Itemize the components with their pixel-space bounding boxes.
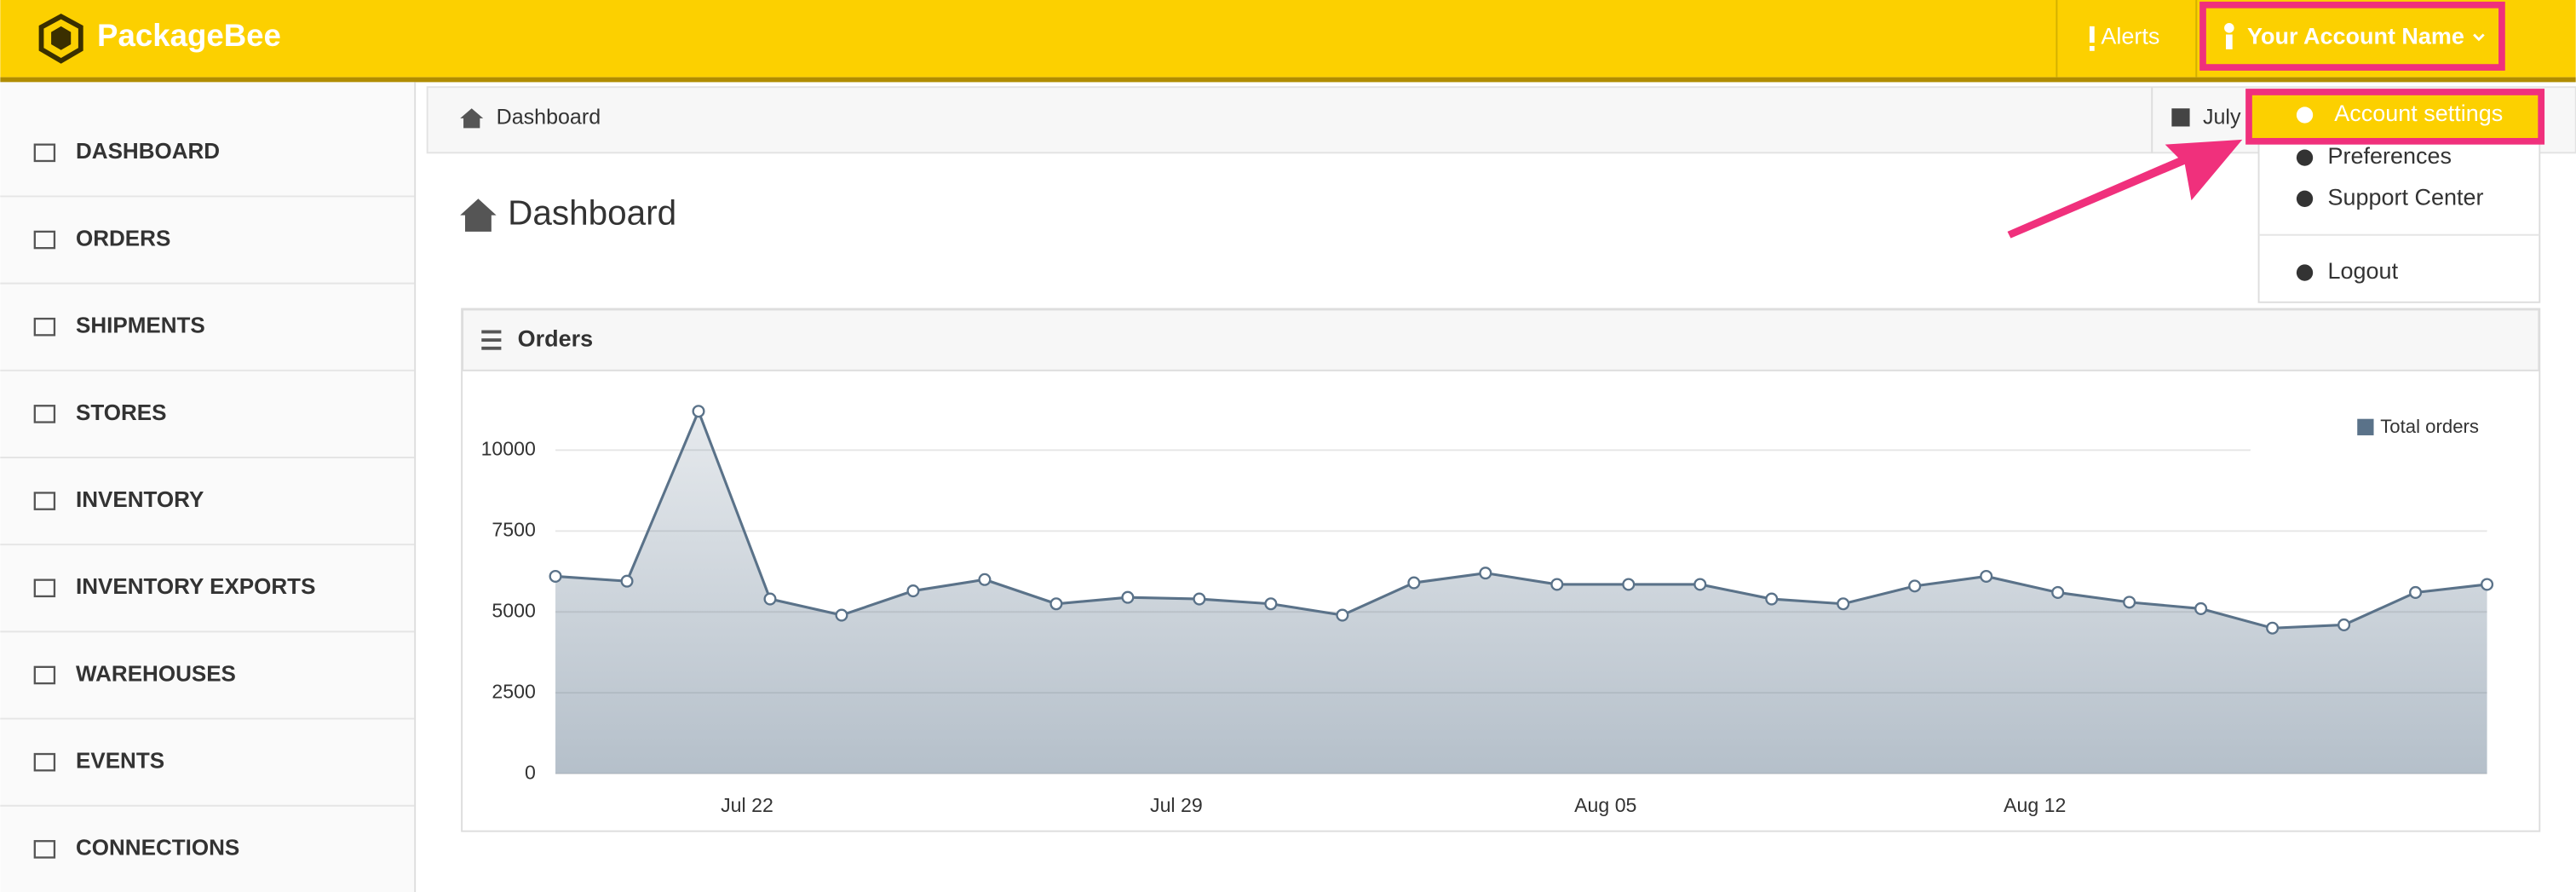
top-bar-border	[0, 77, 2576, 83]
user-icon	[2225, 34, 2233, 49]
data-point	[1622, 578, 1636, 591]
calendar-icon	[2171, 108, 2190, 127]
data-point	[1837, 597, 1850, 611]
arrow	[2007, 139, 2243, 239]
highlight-box	[2199, 1, 2505, 71]
menu-item[interactable]: Preferences	[2328, 143, 2452, 169]
data-point	[549, 569, 562, 583]
nav-icon	[33, 665, 56, 685]
nav-icon	[33, 405, 56, 423]
logo-icon-inner	[51, 26, 72, 50]
logo-icon	[38, 13, 83, 64]
nav-icon	[33, 317, 56, 337]
nav-icon	[33, 840, 56, 859]
data-point	[2194, 601, 2208, 615]
x-tick-label: Aug 05	[1574, 794, 1636, 816]
sidebar-menu: DASHBOARD ORDERS SHIPMENTS STORES INVENTORY I…	[0, 138, 415, 860]
alert-icon	[2089, 45, 2095, 51]
sidebar	[0, 82, 415, 892]
nav-item[interactable]: STORES	[76, 400, 167, 425]
menu-item[interactable]: Support Center	[2328, 184, 2484, 210]
data-point	[2123, 596, 2136, 609]
nav-item[interactable]: WAREHOUSES	[76, 660, 236, 686]
nav-item[interactable]: INVENTORY	[76, 486, 204, 512]
legend-label: Total orders	[2380, 416, 2479, 437]
top-bar	[0, 0, 2576, 78]
nav-icon	[33, 578, 56, 598]
panel-title: Orders	[518, 325, 594, 351]
x-tick-label: Jul 22	[721, 794, 773, 816]
user-icon	[2224, 22, 2234, 33]
data-point	[1407, 576, 1421, 590]
data-point	[835, 608, 848, 622]
alert-icon	[2089, 26, 2095, 43]
data-point	[1336, 608, 1349, 622]
menu-icon	[2296, 149, 2314, 166]
data-point	[692, 405, 705, 418]
nav-item[interactable]: DASHBOARD	[76, 138, 220, 164]
line	[555, 407, 2487, 630]
data-point	[2051, 585, 2065, 599]
menu-icon	[481, 330, 502, 334]
data-point	[906, 584, 920, 598]
data-point	[1264, 597, 1278, 611]
data-point	[1765, 592, 1779, 606]
nav-icon	[33, 492, 56, 510]
nav-item[interactable]: EVENTS	[76, 748, 164, 774]
menu-icon	[2296, 264, 2314, 281]
data-point	[1479, 567, 1492, 580]
data-point	[1908, 579, 1922, 593]
data-point	[1193, 592, 1206, 606]
nav-item[interactable]: CONNECTIONS	[76, 835, 239, 860]
menu-icon	[481, 338, 502, 342]
data-point	[2409, 585, 2423, 599]
data-point	[2481, 578, 2494, 591]
menu-icon	[2296, 106, 2314, 124]
home-icon	[460, 108, 484, 129]
area	[555, 411, 2487, 774]
dropdown-menu: Account settings Preferences Support Cente…	[2296, 101, 2503, 284]
y-tick-label: 0	[525, 761, 536, 783]
nav-icon	[33, 143, 56, 163]
data-point	[1049, 597, 1063, 611]
y-tick-label: 5000	[492, 599, 535, 621]
data-point	[620, 574, 634, 588]
panel-header	[462, 308, 2540, 371]
menu-item[interactable]: Account settings	[2334, 101, 2503, 126]
chevron	[2473, 33, 2485, 42]
alerts-link[interactable]: Alerts	[2101, 23, 2159, 49]
data-point	[2337, 618, 2351, 631]
chart: 0 2500 5000 7500 10000 Jul 22 Jul 29 Aug 05 Aug …	[481, 405, 2494, 816]
nav-item[interactable]: INVENTORY EXPORTS	[76, 573, 315, 599]
page-heading: Dashboard	[508, 193, 676, 232]
menu-icon	[2296, 190, 2314, 207]
data-point	[1980, 569, 1993, 583]
date-button[interactable]: July	[2203, 105, 2241, 129]
data-point	[2266, 621, 2280, 635]
y-tick-label: 7500	[492, 518, 535, 540]
data-point	[763, 592, 777, 606]
legend-swatch	[2357, 418, 2374, 435]
data-point	[1550, 578, 1564, 591]
menu-item[interactable]: Logout	[2328, 258, 2399, 284]
x-tick-label: Aug 12	[2004, 794, 2066, 816]
nav-item[interactable]: ORDERS	[76, 225, 170, 250]
x-tick-label: Jul 29	[1150, 794, 1203, 816]
y-tick-label: 10000	[481, 437, 536, 459]
nav-item[interactable]: SHIPMENTS	[76, 313, 205, 338]
logo-text[interactable]: PackageBee	[97, 18, 281, 53]
data-point	[978, 573, 992, 586]
home-icon	[460, 199, 497, 232]
breadcrumb[interactable]: Dashboard	[497, 105, 601, 129]
menu-icon	[481, 346, 502, 350]
y-tick-label: 2500	[492, 680, 535, 702]
data-point	[1693, 578, 1707, 591]
nav-icon	[33, 230, 56, 250]
data-point	[1121, 590, 1135, 604]
account-menu[interactable]: Your Account Name	[2247, 23, 2464, 49]
nav-icon	[33, 752, 56, 772]
